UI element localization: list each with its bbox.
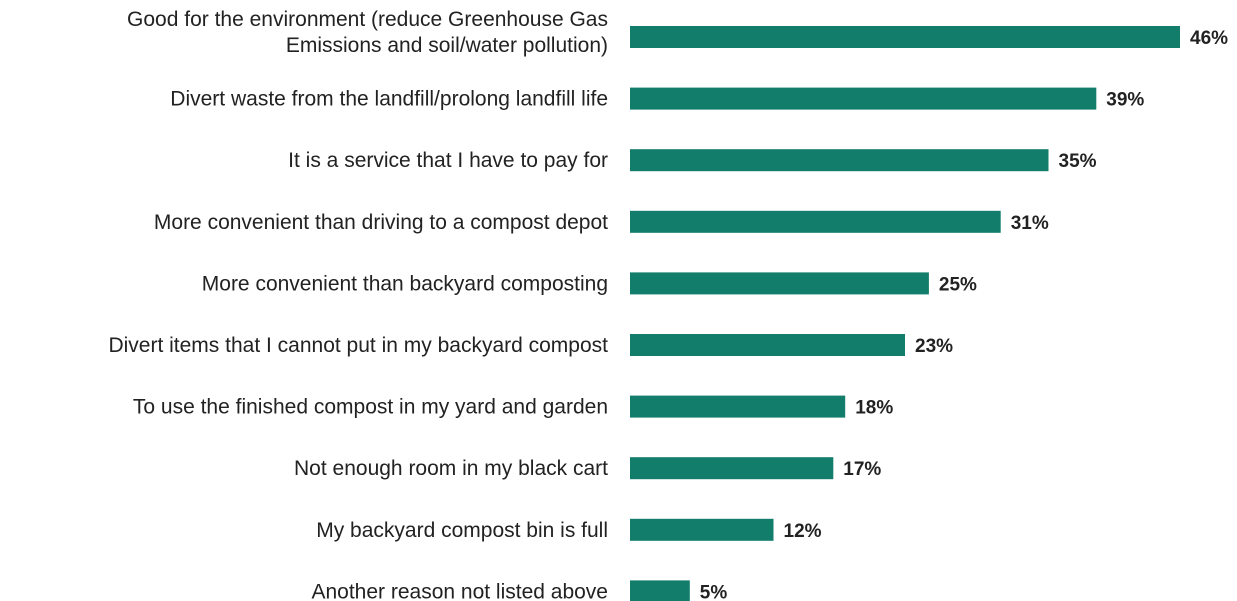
bar-8 (630, 518, 774, 541)
category-label-9: Another reason not listed above (311, 580, 608, 601)
category-label-7: Not enough room in my black cart (294, 457, 608, 480)
value-label-7: 17% (843, 459, 881, 480)
value-label-4: 25% (939, 274, 977, 295)
value-label-5: 23% (915, 336, 953, 357)
value-label-8: 12% (784, 521, 822, 542)
bar-7 (630, 457, 834, 480)
value-label-0: 46% (1190, 28, 1228, 49)
bar-5 (630, 334, 905, 356)
bar-0 (630, 26, 1180, 48)
value-label-2: 35% (1059, 151, 1097, 172)
value-label-1: 39% (1106, 90, 1144, 111)
bar-4 (630, 272, 929, 295)
bar-2 (630, 149, 1049, 172)
category-label-5: Divert items that I cannot put in my bac… (108, 334, 608, 357)
category-label-2: It is a service that I have to pay for (288, 149, 608, 172)
category-label-1: Divert waste from the landfill/prolong l… (170, 88, 608, 111)
bar-1 (630, 87, 1097, 110)
category-label-6: To use the finished compost in my yard a… (133, 396, 608, 419)
value-label-6: 18% (855, 398, 893, 419)
category-label-0-line-0: Good for the environment (reduce Greenho… (127, 8, 608, 31)
bar-3 (630, 210, 1001, 233)
category-label-0-line-1: Emissions and soil/water pollution) (286, 34, 608, 57)
bars-group: 46% Good for the environment (reduce Gree… (108, 8, 1228, 601)
category-label-4: More convenient than backyard composting (202, 272, 608, 295)
value-label-3: 31% (1011, 213, 1049, 234)
bar-6 (630, 395, 846, 418)
value-label-9: 5% (700, 582, 728, 601)
category-label-8: My backyard compost bin is full (316, 519, 608, 542)
bar-9 (630, 580, 690, 601)
category-label-3: More convenient than driving to a compos… (154, 211, 608, 234)
